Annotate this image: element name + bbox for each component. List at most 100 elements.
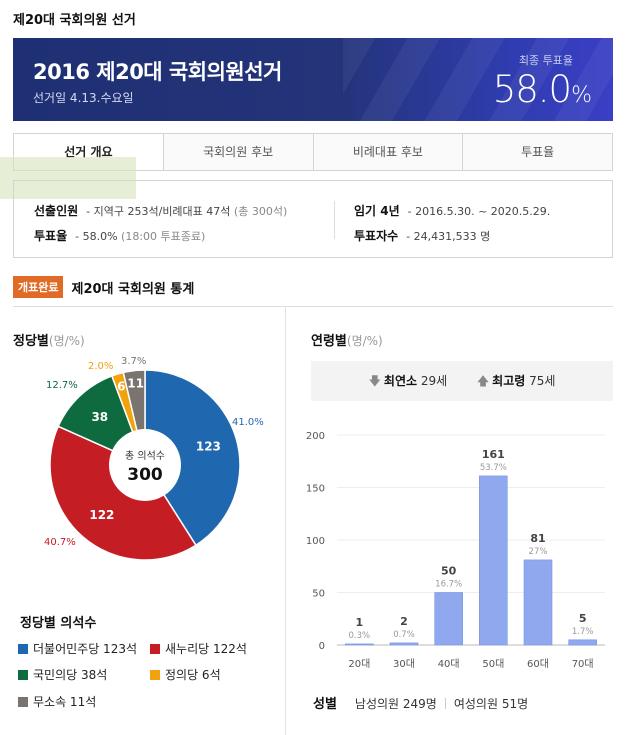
x-tick-label: 40대 <box>438 658 460 670</box>
summary-seats: 선출인원 - 지역구 253석/비례대표 47석 (총 300석) <box>34 202 287 219</box>
legend-swatch <box>150 644 160 654</box>
age-extremes: 🡇 최연소 29세 🡅 최고령 75세 <box>311 361 613 401</box>
section-rule <box>13 306 613 307</box>
y-tick-label: 100 <box>306 536 325 547</box>
summary-turnout: 투표율 - 58.0% (18:00 투표종료) <box>34 227 205 244</box>
y-tick-label: 50 <box>312 589 325 600</box>
hover-highlight <box>0 157 136 199</box>
voters-label: 투표자수 <box>354 229 399 243</box>
seats-total: (총 300석) <box>233 205 288 218</box>
tab-proportional[interactable]: 비례대표 후보 <box>312 134 463 170</box>
pie-value-label-2: 122 <box>89 508 114 522</box>
legend-label: 정의당 6석 <box>165 668 221 682</box>
legend-item-5: 무소속 11석 <box>18 693 96 710</box>
term-value: - 2016.5.30. ~ 2020.5.29. <box>407 205 551 218</box>
seats-value: - 지역구 253석/비례대표 47석 <box>86 205 231 218</box>
pie-percent-label-2: 40.7% <box>44 537 76 548</box>
pie-value-label-1: 123 <box>196 440 221 454</box>
election-summary: 선출인원 - 지역구 253석/비례대표 47석 (총 300석) 투표율 - 58… <box>13 180 613 258</box>
bar-percent-label: 53.7% <box>480 463 507 473</box>
banner-title: 2016 제20대 국회의원선거 <box>33 60 282 84</box>
pie-percent-label-3: 12.7% <box>46 380 78 391</box>
bar-percent-label: 0.3% <box>349 631 371 641</box>
bar-percent-label: 16.7% <box>435 580 462 590</box>
summary-turnout-label: 투표율 <box>34 229 68 243</box>
age-unit: (명/%) <box>346 334 383 348</box>
x-tick-label: 20대 <box>348 658 370 670</box>
summary-term: 임기 4년 - 2016.5.30. ~ 2020.5.29. <box>354 202 550 219</box>
turnout-unit: % <box>571 83 592 108</box>
bar-value-label: 2 <box>400 615 408 628</box>
tab-candidates[interactable]: 국회의원 후보 <box>162 134 313 170</box>
youngest-label: 최연소 <box>383 374 418 388</box>
turnout-value: 58.0% <box>492 68 592 111</box>
legend-label: 새누리당 122석 <box>165 642 247 656</box>
arrow-down-icon: 🡇 <box>368 374 381 388</box>
gender-label: 성별 <box>313 697 337 712</box>
page-title: 제20대 국회의원 선거 <box>13 13 136 28</box>
legend-item-1: 더불어민주당 123석 <box>18 640 137 657</box>
donut-center-label: 총 의석수 <box>125 450 165 462</box>
party-title: 정당별 <box>13 334 49 349</box>
summary-turnout-note: (18:00 투표종료) <box>121 230 206 243</box>
party-section-title: 정당별(명/%) <box>13 330 85 349</box>
age-section-title: 연령별(명/%) <box>311 330 383 349</box>
stats-title: 제20대 국회의원 통계 <box>71 281 195 297</box>
gender-divider <box>444 698 446 709</box>
legend-item-3: 국민의당 38석 <box>18 666 107 683</box>
oldest-value: 75세 <box>529 374 556 388</box>
legend-label: 무소속 11석 <box>33 695 97 709</box>
summary-turnout-value: - 58.0% <box>75 230 118 243</box>
bar-30대 <box>389 642 419 646</box>
y-tick-label: 150 <box>306 484 325 495</box>
voters-value: - 24,431,533 명 <box>406 230 491 243</box>
tab-turnout[interactable]: 투표율 <box>462 134 612 170</box>
legend-swatch <box>18 697 28 707</box>
donut-center-value: 300 <box>127 465 163 485</box>
y-tick-label: 0 <box>319 641 325 652</box>
bar-20대 <box>344 643 374 646</box>
x-tick-label: 60대 <box>527 658 549 670</box>
x-tick-label: 50대 <box>482 658 504 670</box>
pie-percent-label-4: 2.0% <box>88 361 114 372</box>
column-divider <box>285 306 286 735</box>
election-banner: 2016 제20대 국회의원선거 선거일 4.13.수요일 최종 투표율 58.… <box>13 38 613 121</box>
gender-male: 남성의원 249명 <box>354 697 437 711</box>
legend-swatch <box>18 670 28 680</box>
seats-label: 선출인원 <box>34 204 79 218</box>
legend-label: 국민의당 38석 <box>33 668 108 682</box>
bar-70대 <box>568 639 598 646</box>
bar-60대 <box>523 559 553 646</box>
bar-value-label: 161 <box>482 448 505 461</box>
bar-percent-label: 27% <box>529 547 548 557</box>
pie-value-label-4: 6 <box>117 380 125 394</box>
bar-value-label: 5 <box>579 612 587 625</box>
bar-value-label: 1 <box>356 616 364 629</box>
legend-title: 정당별 의석수 <box>20 616 97 631</box>
gender-summary: 성별 남성의원 249명 여성의원 51명 <box>313 693 528 712</box>
turnout-number: 58.0 <box>492 68 572 111</box>
youngest-value: 29세 <box>420 374 448 388</box>
summary-voters: 투표자수 - 24,431,533 명 <box>354 227 490 244</box>
arrow-up-icon: 🡅 <box>476 374 490 388</box>
status-badge: 개표완료 <box>13 276 64 298</box>
age-title: 연령별 <box>311 334 347 349</box>
bar-value-label: 50 <box>441 565 457 578</box>
pie-value-label-5: 11 <box>127 377 144 391</box>
legend-item-2: 새누리당 122석 <box>150 640 247 657</box>
bar-percent-label: 0.7% <box>393 630 415 640</box>
term-label: 임기 4년 <box>354 204 400 218</box>
legend-label: 더불어민주당 123석 <box>33 642 137 656</box>
x-tick-label: 70대 <box>572 658 594 670</box>
bar-40대 <box>434 592 463 646</box>
bar-percent-label: 1.7% <box>572 627 594 637</box>
banner-pattern <box>343 38 613 121</box>
oldest-label: 최고령 <box>492 374 526 388</box>
gender-female: 여성의원 51명 <box>453 697 529 711</box>
party-seat-pie-chart: 123 122 38 6 11 총 의석수 300 <box>49 369 241 561</box>
donut-center <box>109 429 181 501</box>
age-bar-chart: 0 50 100 150 200 1 0.3% 20대 2 0.7% 30대 50 16.7% 40대 16… <box>306 431 605 670</box>
pie-percent-label-1: 41.0% <box>232 417 264 428</box>
x-tick-label: 30대 <box>393 658 415 670</box>
banner-date: 선거일 4.13.수요일 <box>33 91 134 105</box>
